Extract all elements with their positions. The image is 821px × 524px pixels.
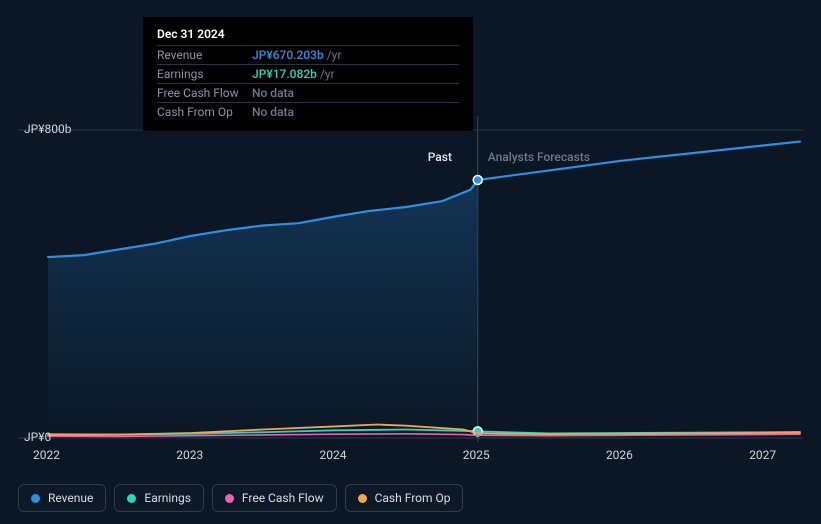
legend-item-revenue[interactable]: Revenue — [18, 484, 106, 512]
legend-dot-icon — [358, 494, 367, 503]
tooltip-row: EarningsJP¥17.082b /yr — [157, 64, 459, 83]
legend-item-cfo[interactable]: Cash From Op — [345, 484, 464, 512]
section-label: Past — [428, 150, 452, 164]
tooltip-row-label: Revenue — [157, 48, 252, 62]
tooltip-row-value: No data — [252, 105, 294, 119]
tooltip-row-label: Earnings — [157, 67, 252, 81]
section-label: Analysts Forecasts — [488, 150, 590, 164]
x-axis-label: 2023 — [176, 448, 203, 462]
legend-item-label: Cash From Op — [375, 491, 451, 505]
legend-item-label: Free Cash Flow — [242, 491, 324, 505]
tooltip-row: Cash From OpNo data — [157, 102, 459, 121]
legend-item-earnings[interactable]: Earnings — [114, 484, 204, 512]
legend-item-fcf[interactable]: Free Cash Flow — [212, 484, 337, 512]
chart-tooltip: Dec 31 2024 RevenueJP¥670.203b /yrEarnin… — [143, 17, 473, 131]
legend-dot-icon — [225, 494, 234, 503]
tooltip-row: RevenueJP¥670.203b /yr — [157, 45, 459, 64]
tooltip-row: Free Cash FlowNo data — [157, 83, 459, 102]
x-axis-label: 2026 — [606, 448, 633, 462]
x-axis-label: 2022 — [33, 448, 60, 462]
x-axis-label: 2025 — [463, 448, 490, 462]
tooltip-row-value: JP¥17.082b /yr — [252, 67, 335, 81]
chart-container: Dec 31 2024 RevenueJP¥670.203b /yrEarnin… — [0, 0, 821, 524]
tooltip-row-value: JP¥670.203b /yr — [252, 48, 341, 62]
legend-item-label: Earnings — [144, 491, 191, 505]
tooltip-title: Dec 31 2024 — [157, 27, 459, 41]
legend-dot-icon — [127, 494, 136, 503]
tooltip-row-label: Cash From Op — [157, 105, 252, 119]
legend-dot-icon — [31, 494, 40, 503]
y-axis-label: JP¥800b — [24, 122, 71, 136]
series-marker-revenue — [473, 175, 482, 184]
x-axis-label: 2024 — [319, 448, 346, 462]
x-axis-label: 2027 — [749, 448, 776, 462]
tooltip-row-label: Free Cash Flow — [157, 86, 252, 100]
legend-item-label: Revenue — [48, 491, 93, 505]
tooltip-row-value: No data — [252, 86, 294, 100]
chart-legend: Revenue Earnings Free Cash Flow Cash From O… — [18, 484, 463, 512]
y-axis-label: JP¥0 — [24, 430, 51, 444]
